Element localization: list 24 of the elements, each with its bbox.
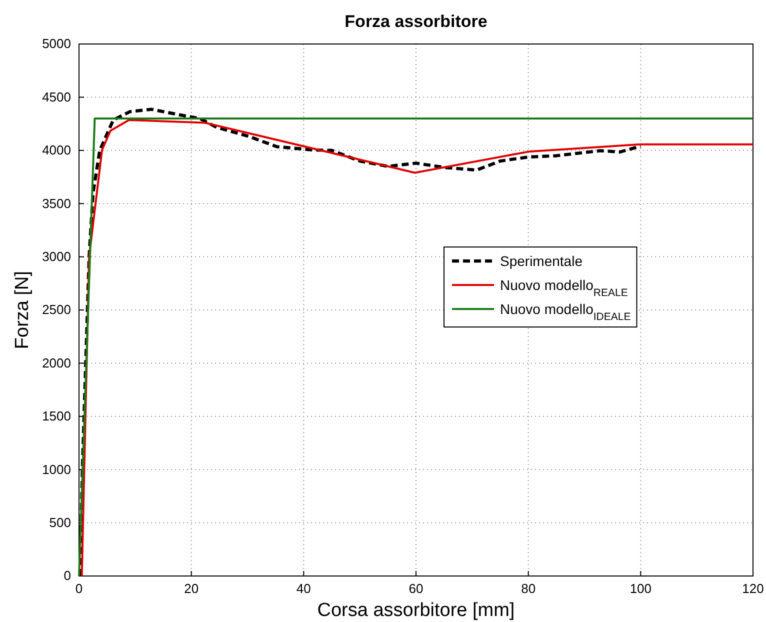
y-tick-label: 4500 [42,89,71,104]
legend-label: Nuovo modello$_{IDEALE}$ [500,301,631,323]
y-tick-label: 500 [49,514,71,530]
y-axis-title: Forza [N] [12,270,33,350]
y-tick-label: 4000 [42,142,71,158]
x-tick-label: 0 [75,581,83,596]
x-tick-label: 40 [296,581,311,596]
y-tick-label: 1000 [42,462,71,477]
y-tick-label: 3500 [42,196,71,211]
y-tick-label: 3000 [42,248,71,264]
y-tick-label: 0 [64,568,71,584]
y-tick-label: 2500 [42,302,71,318]
legend-label: Nuovo modello$_{REALE}$ [500,277,628,299]
legend-label: Sperimentale [500,253,583,269]
x-tick-label: 120 [742,581,764,596]
chart-title: Forza assorbitore [344,12,488,31]
x-tick-label: 20 [184,581,199,596]
y-tick-label: 1500 [42,408,71,424]
x-axis-title: Corsa assorbitore [mm] [317,600,515,621]
x-tick-label: 80 [521,581,536,596]
y-tick-label: 2000 [42,355,71,370]
x-tick-label: 60 [408,581,424,596]
x-tick-label: 100 [630,581,652,596]
y-tick-label: 5000 [42,36,71,52]
